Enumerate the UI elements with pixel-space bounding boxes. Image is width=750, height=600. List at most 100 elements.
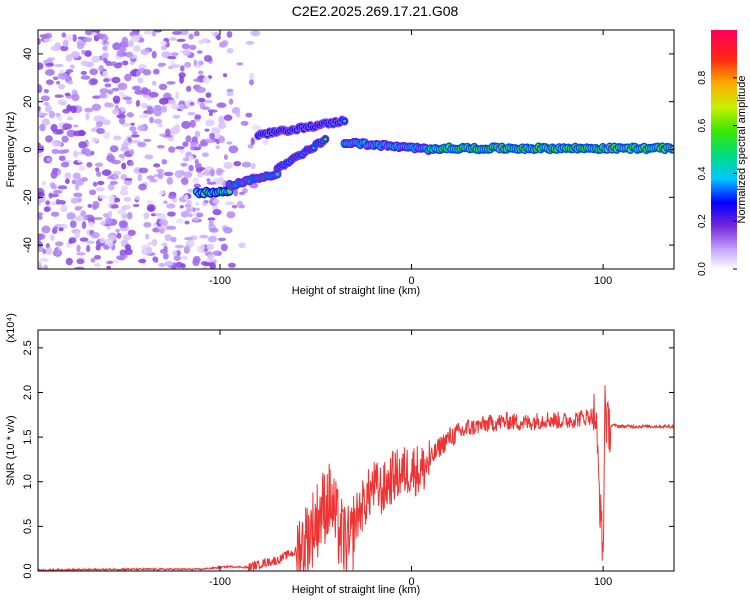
noise-blob (143, 221, 152, 228)
noise-blob (188, 155, 194, 161)
noise-blob (179, 103, 185, 111)
noise-blob (125, 99, 133, 105)
noise-blob (192, 216, 200, 222)
spectrogram-panel: -100 0 100 -40 -20 0 20 40 Height of straight li… (5, 29, 675, 297)
noise-blob (176, 38, 186, 42)
noise-blob (106, 226, 111, 231)
colorbar-segment (711, 75, 737, 79)
colorbar-segment (711, 39, 737, 43)
noise-blob (111, 87, 120, 92)
colorbar-segment (711, 95, 737, 99)
noise-blob (101, 169, 112, 176)
noise-blob (46, 157, 52, 162)
noise-blob (233, 160, 242, 167)
noise-blob (76, 178, 84, 186)
noise-blob (212, 198, 220, 205)
noise-blob (38, 62, 44, 70)
noise-blob (107, 239, 114, 248)
noise-blob (70, 105, 77, 114)
noise-blob (231, 204, 238, 209)
noise-blob (112, 174, 119, 180)
snr-panel: -100 0 100 0.0 0.5 1.0 1.5 2.0 2.5 Height of stra… (5, 313, 675, 596)
y-axis-label: Frequency (Hz) (5, 112, 17, 188)
noise-blob (217, 121, 227, 130)
noise-blob (140, 48, 150, 56)
noise-blob (58, 155, 66, 161)
noise-blob (86, 161, 93, 168)
noise-blob (65, 178, 70, 185)
colorbar-segment (711, 103, 737, 107)
noise-blob (166, 81, 176, 85)
noise-blob (175, 91, 180, 100)
noise-blob (127, 229, 136, 236)
noise-blob (138, 64, 147, 69)
noise-blob (131, 139, 141, 144)
noise-blob (146, 175, 155, 180)
ridge-core (275, 172, 280, 176)
x-tick-label: 0 (408, 275, 414, 287)
colorbar-segment (711, 91, 737, 95)
noise-blob (211, 126, 221, 135)
colorbar-segment (711, 65, 737, 69)
colorbar-segment (711, 159, 737, 163)
noise-blob (101, 53, 108, 60)
colorbar-segment (711, 225, 737, 228)
noise-blob (45, 79, 54, 85)
colorbar-segment (711, 153, 737, 157)
noise-blob (215, 145, 220, 150)
noise-blob (100, 220, 106, 226)
colorbar-segment (711, 127, 737, 131)
noise-blob (77, 36, 85, 40)
noise-blob (84, 50, 92, 57)
noise-blob (180, 263, 186, 269)
noise-blob (54, 249, 62, 256)
noise-blob (85, 240, 95, 245)
noise-blob (238, 191, 245, 196)
noise-blob (38, 200, 42, 206)
noise-blob (158, 219, 169, 226)
noise-blob (179, 30, 189, 36)
noise-blob (153, 259, 159, 263)
colorbar-segment (711, 89, 737, 93)
noise-blob (57, 72, 68, 80)
noise-blob (90, 150, 95, 156)
colorbar-segment (711, 227, 737, 230)
y-axis-label: SNR (10 * v/v) (5, 415, 17, 485)
noise-blob (118, 154, 126, 158)
noise-blob (204, 200, 209, 204)
colorbar-segment (711, 41, 737, 45)
colorbar-segment (711, 147, 737, 151)
colorbar-segment (711, 31, 737, 35)
noise-blob (186, 200, 192, 206)
colorbar-segment (711, 235, 737, 238)
noise-blob (76, 252, 86, 256)
noise-blob (103, 58, 108, 64)
noise-blob (99, 237, 106, 244)
colorbar-segment (711, 237, 737, 240)
noise-blob (49, 193, 60, 198)
colorbar-segment (711, 30, 737, 33)
noise-blob (94, 262, 101, 268)
noise-blob (60, 205, 68, 213)
noise-blob (104, 83, 112, 88)
noise-blob (53, 63, 64, 68)
noise-blob (152, 227, 159, 233)
heatmap-area (38, 30, 674, 269)
noise-blob (77, 159, 83, 163)
noise-blob (194, 163, 202, 169)
noise-blob (206, 181, 217, 185)
y-tick-label: 0.5 (22, 519, 34, 534)
y-axis-multiplier: (x10⁴) (5, 313, 17, 343)
colorbar-segment (711, 207, 737, 210)
noise-blob (185, 135, 192, 143)
noise-blob (45, 247, 53, 255)
colorbar-segment (711, 203, 737, 206)
noise-blob (85, 112, 90, 121)
noise-blob (92, 95, 101, 99)
noise-blob (92, 200, 100, 209)
noise-blob (70, 50, 81, 59)
noise-blob (43, 264, 48, 269)
colorbar-segment (711, 77, 737, 81)
noise-blob (55, 198, 61, 205)
noise-blob (58, 83, 66, 90)
